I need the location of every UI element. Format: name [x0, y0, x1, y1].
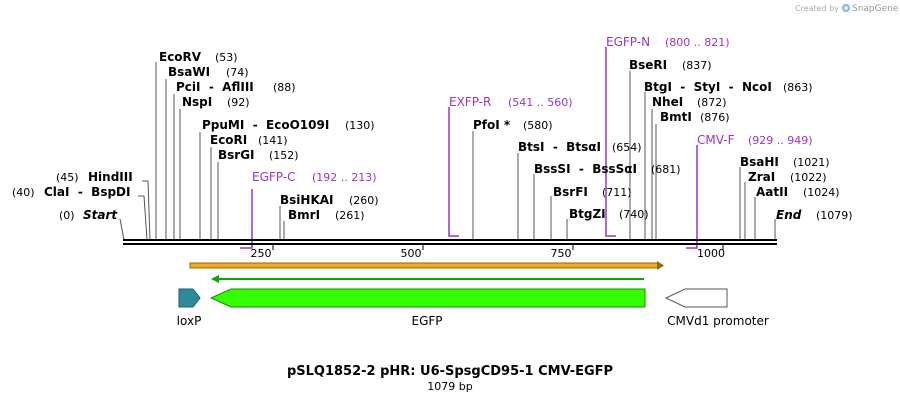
- site-position: (872): [697, 96, 727, 109]
- primer-name[interactable]: EGFP-N: [606, 35, 650, 49]
- feature-loxp[interactable]: [178, 288, 201, 308]
- snapgene-logo-icon: [842, 4, 850, 12]
- site-name[interactable]: BmtI: [660, 110, 692, 124]
- feature-label: loxP: [177, 314, 202, 328]
- ruler-tick-750: 750: [551, 247, 572, 260]
- site-position: (261): [335, 209, 365, 222]
- site-name[interactable]: PfoI *: [473, 118, 511, 132]
- map-title: pSLQ1852-2 pHR: U6-SpsgCD95-1 CMV-EGFP: [287, 364, 613, 379]
- credit-brand: SnapGene: [852, 4, 899, 14]
- site-name[interactable]: BtgZI: [569, 207, 606, 221]
- site-name[interactable]: BseRI: [629, 58, 667, 72]
- site-position: (876): [700, 111, 730, 124]
- site-position: (654): [612, 141, 642, 154]
- site-position: (92): [227, 96, 250, 109]
- feature-label: EGFP: [411, 314, 442, 328]
- site-position: (141): [258, 134, 288, 147]
- ruler-tick-500: 500: [401, 247, 422, 260]
- site-position: (681): [651, 163, 681, 176]
- site-name[interactable]: BsrGI: [218, 148, 255, 162]
- site-name[interactable]: EcoRI: [210, 133, 247, 147]
- site-name[interactable]: BsrFI: [553, 185, 588, 199]
- site-name[interactable]: BmrI: [288, 208, 320, 222]
- site-position: (88): [273, 81, 296, 94]
- site-position: (863): [783, 81, 813, 94]
- site-name[interactable]: AatII: [756, 185, 788, 199]
- site-name[interactable]: EcoRV: [159, 50, 202, 64]
- ruler-tick-marks: [272, 244, 724, 250]
- primer-range: (800 .. 821): [665, 36, 730, 49]
- site-name[interactable]: ClaI - BspDI: [44, 185, 130, 199]
- site-name[interactable]: HindIII: [88, 170, 133, 184]
- site-name[interactable]: ZraI: [748, 170, 775, 184]
- site-position: (740): [619, 208, 649, 221]
- site-position: (53): [215, 51, 238, 64]
- site-position: (1024): [803, 186, 840, 199]
- primer-name[interactable]: EGFP-C: [252, 170, 295, 184]
- site-name[interactable]: BsaWI: [168, 65, 210, 79]
- site-position: (1022): [790, 171, 827, 184]
- site-position: (260): [349, 194, 379, 207]
- primer-range: (541 .. 560): [508, 96, 573, 109]
- end-label: End: [776, 208, 802, 222]
- site-name[interactable]: PpuMI - EcoO109I: [202, 118, 329, 132]
- site-name[interactable]: BsiHKAI: [280, 193, 334, 207]
- site-name[interactable]: NheI: [652, 95, 683, 109]
- sequence-length: 1079 bp: [427, 380, 472, 393]
- site-name[interactable]: PciI - AflIII: [176, 80, 254, 94]
- site-position: (45): [56, 171, 79, 184]
- site-connectors: [119, 62, 776, 241]
- end-position: (1079): [816, 209, 853, 222]
- feature-cmvd1-promoter[interactable]: [664, 288, 728, 308]
- site-name[interactable]: BsaHI: [740, 155, 779, 169]
- orf-reverse-arrow[interactable]: [211, 275, 644, 283]
- site-name[interactable]: BtsI - BtsαI: [518, 140, 601, 154]
- site-name[interactable]: NspI: [182, 95, 212, 109]
- site-position: (152): [269, 149, 299, 162]
- ruler-tick-1000: 1000: [697, 247, 725, 260]
- primer-name[interactable]: EXFP-R: [449, 95, 491, 109]
- orf-forward-arrow[interactable]: [189, 261, 664, 270]
- site-position: (130): [345, 119, 375, 132]
- primer-name[interactable]: CMV-F: [697, 133, 735, 147]
- ruler-tick-250: 250: [251, 247, 272, 260]
- credit-prefix: Created by: [795, 4, 839, 13]
- site-position: (1021): [793, 156, 830, 169]
- sequence-backbone: [123, 239, 777, 245]
- site-name[interactable]: BssSI - BssSαI: [534, 162, 637, 176]
- feature-label: CMVd1 promoter: [667, 314, 769, 328]
- site-position: (40): [12, 186, 35, 199]
- primer-range: (192 .. 213): [312, 171, 377, 184]
- primer-connectors: [240, 47, 698, 249]
- site-position: (74): [226, 66, 249, 79]
- site-position: (711): [602, 186, 632, 199]
- site-position: (580): [523, 119, 553, 132]
- start-position: (0): [59, 209, 75, 222]
- primer-range: (929 .. 949): [748, 134, 813, 147]
- site-name[interactable]: BtgI - StyI - NcoI: [644, 80, 772, 94]
- feature-egfp[interactable]: [209, 288, 646, 308]
- start-label: Start: [83, 208, 118, 222]
- site-position: (837): [682, 59, 712, 72]
